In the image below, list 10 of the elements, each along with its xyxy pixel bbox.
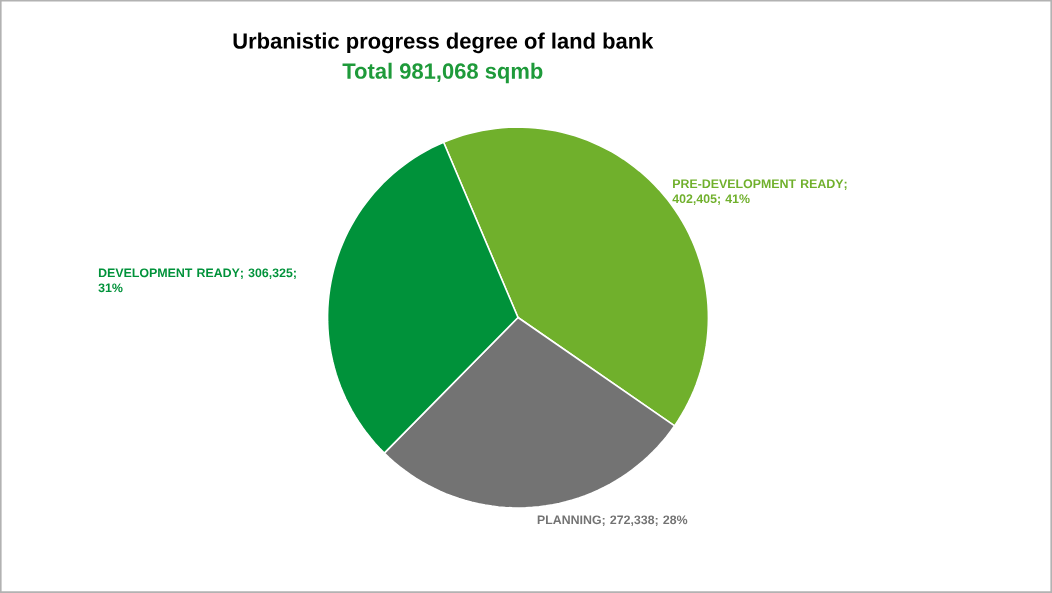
slice-label: DEVELOPMENT READY (98, 268, 240, 278)
text: ; 306,325; (241, 268, 296, 280)
text: 402,405; 41% (672, 194, 750, 205)
text: 31% (98, 283, 123, 293)
chart-title: Urbanistic progress degree of land bank (233, 32, 654, 54)
slice-label: PRE-DEVELOPMENT READY (673, 179, 844, 189)
chart-subtitle: Total 981,068 sqmb (342, 62, 543, 84)
data-label: ; 272,338; 28% (602, 515, 688, 527)
text: ; (844, 181, 847, 190)
slice-label: PLANNING (537, 515, 601, 525)
